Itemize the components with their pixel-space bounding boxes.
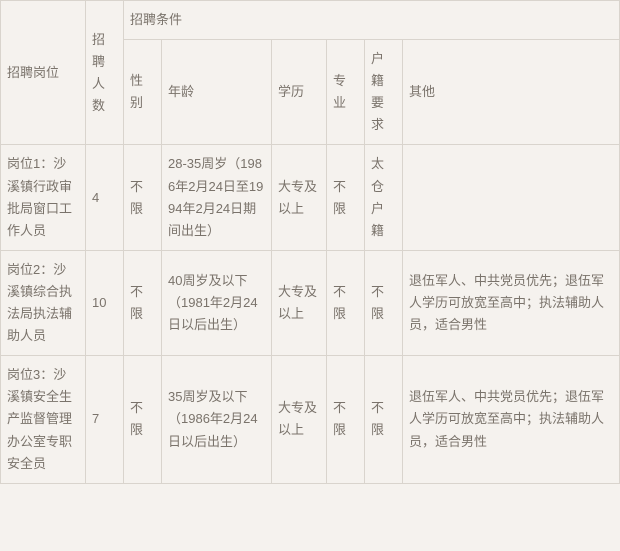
header-conditions: 招聘条件 bbox=[124, 1, 620, 40]
cell-position: 岗位1：沙溪镇行政审批局窗口工作人员 bbox=[1, 145, 86, 250]
header-age: 年龄 bbox=[162, 40, 272, 145]
cell-gender: 不限 bbox=[124, 356, 162, 483]
cell-major: 不限 bbox=[327, 250, 365, 355]
cell-position: 岗位2：沙溪镇综合执法局执法辅助人员 bbox=[1, 250, 86, 355]
cell-count: 4 bbox=[86, 145, 124, 250]
cell-major: 不限 bbox=[327, 145, 365, 250]
header-major: 专业 bbox=[327, 40, 365, 145]
header-row-1: 招聘岗位 招聘人数 招聘条件 bbox=[1, 1, 620, 40]
cell-major: 不限 bbox=[327, 356, 365, 483]
header-residence: 户籍要求 bbox=[365, 40, 403, 145]
cell-age: 35周岁及以下（1986年2月24日以后出生） bbox=[162, 356, 272, 483]
cell-education: 大专及以上 bbox=[272, 145, 327, 250]
header-other: 其他 bbox=[403, 40, 620, 145]
cell-count: 7 bbox=[86, 356, 124, 483]
cell-gender: 不限 bbox=[124, 145, 162, 250]
cell-other: 退伍军人、中共党员优先；退伍军人学历可放宽至高中；执法辅助人员，适合男性 bbox=[403, 250, 620, 355]
header-education: 学历 bbox=[272, 40, 327, 145]
cell-other bbox=[403, 145, 620, 250]
cell-other: 退伍军人、中共党员优先；退伍军人学历可放宽至高中；执法辅助人员，适合男性 bbox=[403, 356, 620, 483]
recruitment-table: 招聘岗位 招聘人数 招聘条件 性别 年龄 学历 专业 户籍要求 其他 岗位1：沙… bbox=[0, 0, 620, 484]
cell-education: 大专及以上 bbox=[272, 356, 327, 483]
header-position: 招聘岗位 bbox=[1, 1, 86, 145]
header-count: 招聘人数 bbox=[86, 1, 124, 145]
cell-count: 10 bbox=[86, 250, 124, 355]
cell-gender: 不限 bbox=[124, 250, 162, 355]
cell-residence: 太仓户籍 bbox=[365, 145, 403, 250]
table-row: 岗位2：沙溪镇综合执法局执法辅助人员 10 不限 40周岁及以下（1981年2月… bbox=[1, 250, 620, 355]
header-gender: 性别 bbox=[124, 40, 162, 145]
cell-position: 岗位3：沙溪镇安全生产监督管理办公室专职安全员 bbox=[1, 356, 86, 483]
cell-age: 40周岁及以下（1981年2月24日以后出生） bbox=[162, 250, 272, 355]
table-row: 岗位1：沙溪镇行政审批局窗口工作人员 4 不限 28-35周岁（1986年2月2… bbox=[1, 145, 620, 250]
cell-age: 28-35周岁（1986年2月24日至1994年2月24日期间出生） bbox=[162, 145, 272, 250]
cell-residence: 不限 bbox=[365, 250, 403, 355]
cell-education: 大专及以上 bbox=[272, 250, 327, 355]
cell-residence: 不限 bbox=[365, 356, 403, 483]
table-row: 岗位3：沙溪镇安全生产监督管理办公室专职安全员 7 不限 35周岁及以下（198… bbox=[1, 356, 620, 483]
